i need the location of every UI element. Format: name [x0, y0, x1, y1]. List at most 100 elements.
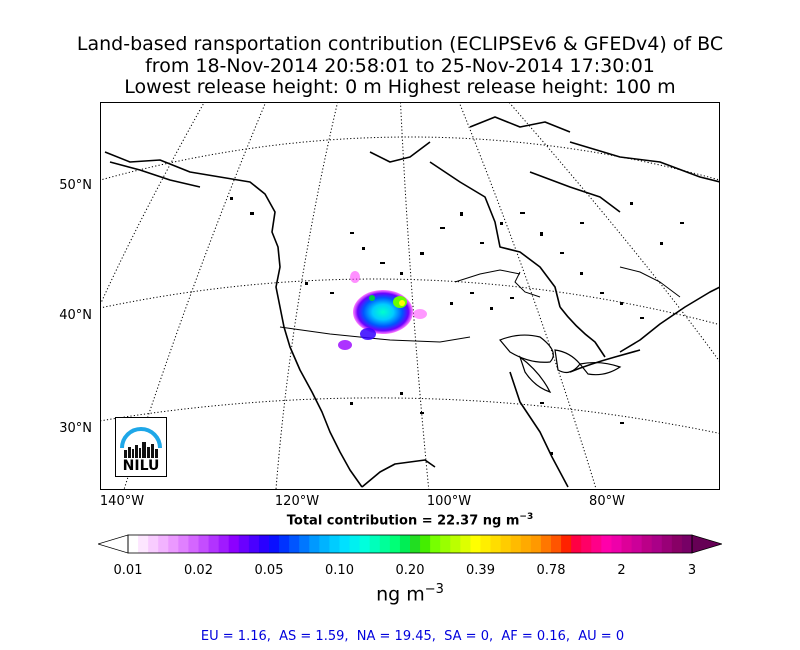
lat-label-50n: 50°N [59, 178, 92, 193]
colorbar-tick-label: 0.78 [536, 563, 566, 578]
colorbar-outline [127, 534, 693, 554]
colorbar-tick-label: 0.02 [184, 563, 213, 578]
coastlines [104, 116, 720, 488]
colorbar-cell [389, 535, 401, 553]
lon-label-140w: 140°W [99, 494, 145, 509]
colorbar-cell [591, 535, 602, 553]
colorbar-cell [631, 535, 643, 553]
colorbar-cell [641, 535, 653, 553]
colorbar-cell [148, 535, 159, 553]
concentration-plume [338, 271, 427, 350]
colorbar-cell [661, 535, 673, 553]
colorbar-tick-label: 3 [687, 563, 697, 578]
colorbar-over-arrow [691, 534, 722, 554]
unit-label: ng m−3 [0, 582, 800, 605]
colorbar-cell [309, 535, 320, 553]
colorbar-under-arrow [98, 534, 129, 554]
colorbar-cell [228, 535, 240, 553]
colorbar-cell [289, 535, 300, 553]
colorbar-cell [319, 535, 331, 553]
colorbar-cell [238, 535, 250, 553]
colorbar-tick-label: 0.39 [466, 563, 495, 578]
colorbar-cell [269, 535, 280, 553]
colorbar-cell [611, 535, 623, 553]
colorbar-cell [208, 535, 220, 553]
meridians [100, 102, 720, 490]
colorbar-cell [430, 535, 441, 553]
colorbar-cell [490, 535, 502, 553]
colorbar-cell [510, 535, 522, 553]
map-content [100, 102, 720, 490]
title-line-2: from 18-Nov-2014 20:58:01 to 25-Nov-2014… [145, 55, 655, 77]
colorbar-tick-label: 0.05 [254, 563, 284, 578]
colorbar-tick-label: 0.10 [325, 563, 354, 578]
colorbar [98, 534, 722, 554]
colorbar-cell [561, 535, 572, 553]
colorbar-cell [258, 535, 270, 553]
colorbar-cell [420, 535, 431, 553]
colorbar-cell [158, 535, 169, 553]
colorbar-cell [178, 535, 190, 553]
lake-specks [230, 197, 684, 455]
colorbar-cell [651, 535, 663, 553]
colorbar-cell [581, 535, 592, 553]
title-line-1: Land-based ransportation contribution (E… [76, 33, 724, 55]
colorbar-cell [168, 535, 179, 553]
colorbar-cell [349, 535, 361, 553]
colorbar-cell [369, 535, 381, 553]
colorbar-cell [410, 535, 421, 553]
borders [279, 266, 681, 343]
colorbar-cell [299, 535, 310, 553]
colorbar-cell [138, 535, 149, 553]
colorbar-tick-label: 0.20 [395, 563, 425, 578]
colorbar-cell [671, 535, 683, 553]
unit-base: ng m [376, 583, 425, 606]
total-contribution-exponent: −3 [519, 512, 534, 522]
colorbar-cell [480, 535, 492, 553]
colorbar-cell [601, 535, 613, 553]
colorbar-cell [520, 535, 532, 553]
parallel-30n [100, 397, 720, 435]
colorbar-cell [540, 535, 552, 553]
map-panel [100, 102, 720, 490]
colorbar-cell [198, 535, 210, 553]
parallels [100, 136, 720, 435]
nilu-logo-text: NILU [122, 458, 160, 474]
colorbar-tick-label: 0.01 [113, 563, 143, 578]
colorbar-cell [248, 535, 260, 553]
regional-contributions: EU = 1.16, AS = 1.59, NA = 19.45, SA = 0… [200, 629, 625, 644]
colorbar-cell [681, 535, 693, 553]
colorbar-cell [188, 535, 200, 553]
meridian-100w [399, 102, 430, 490]
meridian-60w [508, 102, 720, 363]
lon-label-100w: 100°W [426, 494, 472, 509]
colorbar-cell [379, 535, 391, 553]
colorbar-cell [218, 535, 230, 553]
colorbar-cells [128, 535, 693, 553]
colorbar-cell [399, 535, 411, 553]
colorbar-cell [440, 535, 451, 553]
unit-exponent: −3 [424, 582, 444, 597]
lat-label-30n: 30°N [59, 421, 92, 436]
title-line-3: Lowest release height: 0 m Highest relea… [124, 76, 676, 98]
total-contribution: Total contribution = 22.37 ng m−3 [0, 512, 800, 528]
colorbar-tick-label: 2 [617, 563, 626, 578]
colorbar-cell [530, 535, 542, 553]
nilu-logo-graphic [120, 427, 162, 458]
meridian-80w [458, 102, 597, 490]
meridian-120w [275, 102, 339, 490]
colorbar-cell [621, 535, 633, 553]
colorbar-cell [460, 535, 472, 553]
great-lakes [499, 334, 622, 394]
parallel-50n [100, 136, 720, 181]
colorbar-cell [470, 535, 482, 553]
lon-label-80w: 80°W [589, 494, 625, 509]
meridian-160w [100, 102, 205, 307]
colorbar-cell [450, 535, 461, 553]
colorbar-cell [128, 535, 139, 553]
lat-label-40n: 40°N [59, 308, 92, 323]
total-contribution-text: Total contribution = 22.37 ng m [286, 513, 520, 529]
colorbar-cell [359, 535, 371, 553]
colorbar-cell [551, 535, 562, 553]
colorbar-cell [329, 535, 341, 553]
